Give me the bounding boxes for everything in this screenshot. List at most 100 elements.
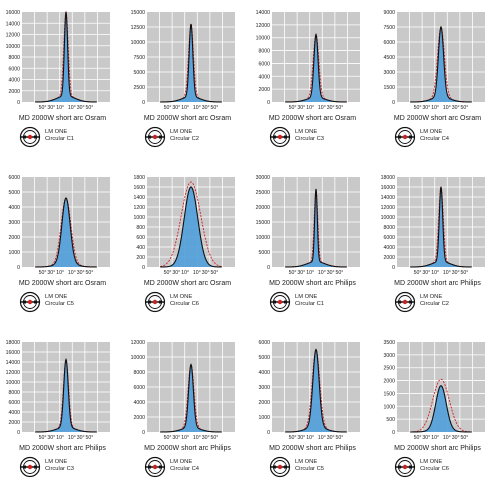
series-fill — [35, 12, 97, 102]
y-tick-label: 1500 — [383, 85, 395, 91]
x-tick-label: 30° — [47, 105, 55, 111]
series-fill — [35, 198, 97, 267]
y-tick-label: 8000 — [133, 370, 145, 376]
y-tick-label: 2000 — [383, 379, 395, 385]
y-tick-label: 2000 — [133, 415, 145, 421]
x-tick-label: 50° — [164, 435, 172, 441]
lamp-variant-label: Circular C2 — [170, 136, 199, 142]
x-tick-label: 10° — [56, 435, 64, 441]
y-tick-label: 0 — [392, 430, 395, 436]
y-tick-label: 1800 — [133, 175, 145, 181]
lamp-icon — [394, 126, 416, 148]
y-tick-label: 500 — [386, 417, 395, 423]
lamp-model-label: LM ONE — [45, 129, 68, 135]
series-fill — [160, 364, 222, 432]
y-tick-label: 6000 — [8, 175, 20, 181]
chart-panel-6: 0 200 400 600 800 1000 1200 1400 1600 1800 50° 30° 1… — [125, 165, 250, 315]
x-tick-label: 30° — [172, 105, 180, 111]
lamp-variant-label: Circular C1 — [45, 136, 74, 142]
lamp-model-label: LM ONE — [420, 129, 443, 135]
lamp-icon — [19, 456, 41, 478]
x-tick-label: 10° — [193, 105, 201, 111]
series-solid-line — [160, 363, 222, 433]
x-tick-label: 10° — [443, 270, 451, 276]
y-tick-label: 12000 — [131, 340, 146, 346]
y-tick-label: 18000 — [381, 175, 396, 181]
y-tick-label: 16000 — [381, 185, 396, 191]
plot-svg: 0 2000 4000 6000 8000 10000 12000 14000 16000 50°… — [6, 10, 110, 111]
series-solid-line — [160, 186, 222, 268]
plot-svg: 0 2000 4000 6000 8000 10000 12000 14000 16000 180… — [381, 175, 485, 276]
y-tick-label: 1400 — [133, 195, 145, 201]
y-tick-label: 6000 — [383, 235, 395, 241]
y-tick-label: 4000 — [8, 205, 20, 211]
series-solid-line — [35, 11, 97, 103]
lamp-model-label: LM ONE — [295, 294, 318, 300]
lamp-model-label: LM ONE — [170, 459, 193, 465]
y-tick-label: 16000 — [6, 10, 21, 16]
y-tick-label: 8000 — [8, 55, 20, 61]
series-fill — [410, 385, 472, 432]
y-tick-label: 10000 — [256, 235, 271, 241]
x-tick-label: 50° — [336, 435, 344, 441]
y-tick-label: 14000 — [6, 360, 21, 366]
y-tick-label: 3500 — [383, 340, 395, 346]
x-tick-label: 50° — [414, 435, 422, 441]
lamp-model-label: LM ONE — [295, 129, 318, 135]
series-fill — [285, 34, 347, 102]
x-tick-label: 30° — [422, 435, 430, 441]
chart-panel-1: 0 2000 4000 6000 8000 10000 12000 14000 16000 50°… — [0, 0, 125, 150]
x-tick-label: 10° — [68, 435, 76, 441]
series-solid-line — [35, 197, 97, 268]
x-tick-label: 10° — [193, 270, 201, 276]
lamp-icon — [269, 126, 291, 148]
x-tick-label: 50° — [289, 435, 297, 441]
x-tick-label: 30° — [77, 105, 85, 111]
y-tick-label: 30000 — [256, 175, 271, 181]
y-tick-label: 7500 — [133, 55, 145, 61]
x-tick-label: 30° — [297, 435, 305, 441]
chart-panel-3: 0 2000 4000 6000 8000 10000 12000 14000 50° 30° 10… — [250, 0, 375, 150]
lamp-variant-label: Circular C2 — [420, 301, 449, 307]
x-tick-label: 10° — [306, 105, 314, 111]
lamp-icon — [144, 126, 166, 148]
y-tick-label: 3000 — [383, 70, 395, 76]
y-tick-label: 1600 — [133, 185, 145, 191]
x-tick-label: 10° — [443, 105, 451, 111]
x-tick-label: 10° — [68, 270, 76, 276]
series-fill — [410, 187, 472, 267]
y-tick-label: 10000 — [256, 36, 271, 42]
y-tick-label: 3000 — [8, 220, 20, 226]
x-tick-label: 50° — [461, 270, 469, 276]
x-tick-label: 10° — [306, 435, 314, 441]
x-tick-label: 50° — [336, 105, 344, 111]
series-dashed-line — [410, 378, 472, 433]
y-tick-label: 2000 — [8, 420, 20, 426]
x-tick-label: 10° — [431, 435, 439, 441]
series-solid-line — [410, 25, 472, 103]
y-tick-label: 600 — [136, 235, 145, 241]
y-tick-label: 5000 — [8, 190, 20, 196]
x-tick-label: 30° — [327, 270, 335, 276]
y-tick-label: 14000 — [256, 10, 271, 16]
y-tick-label: 8000 — [383, 225, 395, 231]
y-tick-label: 2500 — [383, 366, 395, 372]
y-tick-label: 10000 — [131, 355, 146, 361]
x-tick-label: 50° — [211, 270, 219, 276]
x-tick-label: 30° — [202, 270, 210, 276]
lamp-icon — [19, 291, 41, 313]
y-tick-label: 1000 — [383, 404, 395, 410]
y-tick-label: 0 — [142, 265, 145, 271]
x-tick-label: 50° — [39, 105, 47, 111]
lamp-icon — [144, 456, 166, 478]
x-tick-label: 50° — [461, 105, 469, 111]
lamp-model-label: LM ONE — [45, 294, 68, 300]
y-tick-label: 4000 — [133, 400, 145, 406]
y-tick-label: 7500 — [383, 25, 395, 31]
lamp-icon — [144, 291, 166, 313]
series-fill — [160, 24, 222, 102]
series-solid-line — [285, 348, 347, 433]
x-tick-label: 10° — [443, 435, 451, 441]
